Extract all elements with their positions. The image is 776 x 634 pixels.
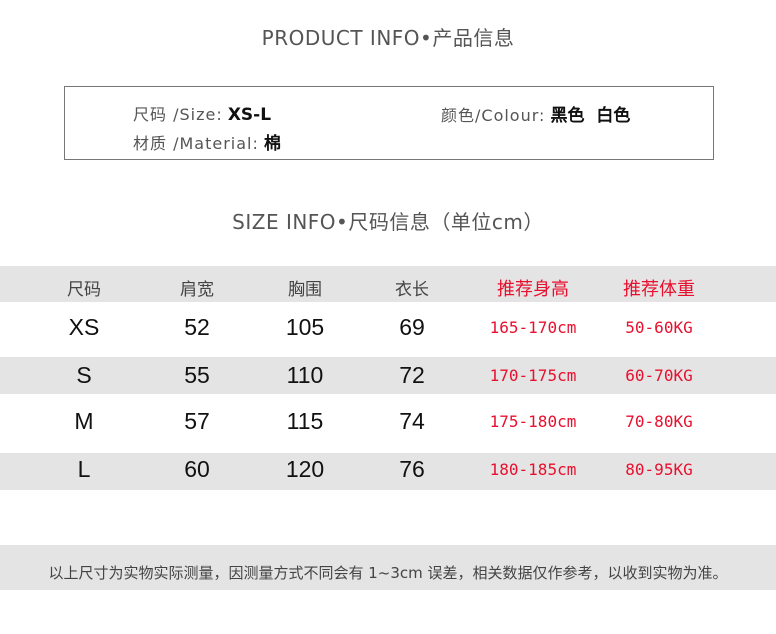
material-value: 棉 xyxy=(263,134,281,154)
table-cell: 70-80KG xyxy=(625,412,693,431)
material-field: 材质 /Material: 棉 xyxy=(133,129,281,154)
table-cell: 170-175cm xyxy=(489,366,577,385)
table-cell: 52 xyxy=(184,314,210,340)
table-cell: 175-180cm xyxy=(489,412,577,431)
size-info-title: SIZE INFO•尺码信息（单位cm） xyxy=(232,210,544,234)
table-cell: 80-95KG xyxy=(625,460,693,479)
colour-field: 颜色/Colour: 黑色 白色 xyxy=(441,101,630,126)
material-label: 材质 /Material: xyxy=(133,134,259,153)
row-band xyxy=(0,453,776,490)
row-band xyxy=(0,357,776,394)
table-cell: 55 xyxy=(184,362,210,388)
product-info-box: 尺码 /Size: XS-L 材质 /Material: 棉 颜色/Colour… xyxy=(64,86,714,160)
table-cell: 165-170cm xyxy=(489,318,577,337)
column-header: 衣长 xyxy=(395,280,429,300)
size-value: XS-L xyxy=(227,105,272,125)
table-cell: 180-185cm xyxy=(489,460,577,479)
table-cell: 76 xyxy=(399,456,425,482)
footer-note: 以上尺寸为实物实际测量，因测量方式不同会有 1~3cm 误差，相关数据仅作参考，… xyxy=(48,564,728,582)
column-header: 推荐体重 xyxy=(623,279,695,300)
table-cell: 110 xyxy=(286,362,324,388)
table-cell: 74 xyxy=(399,408,425,434)
table-cell: 72 xyxy=(399,362,425,388)
colour-label: 颜色/Colour: xyxy=(441,106,546,125)
column-header: 胸围 xyxy=(288,280,322,300)
table-cell: XS xyxy=(68,314,100,340)
column-header: 推荐身高 xyxy=(497,279,569,300)
table-cell: 60 xyxy=(184,456,210,482)
table-cell: 105 xyxy=(285,314,325,340)
table-cell: M xyxy=(74,408,94,434)
size-label: 尺码 /Size: xyxy=(133,105,223,124)
column-header: 肩宽 xyxy=(180,280,214,300)
footer-band xyxy=(0,545,776,590)
table-cell: 69 xyxy=(399,314,425,340)
table-cell: L xyxy=(77,456,91,482)
table-cell: 115 xyxy=(286,408,324,434)
header-band xyxy=(0,266,776,302)
table-cell: 57 xyxy=(184,408,210,434)
table-cell: 50-60KG xyxy=(625,318,693,337)
table-cell: 60-70KG xyxy=(625,366,693,385)
table-cell: S xyxy=(76,362,92,388)
table-cell: 120 xyxy=(285,456,325,482)
product-info-title: PRODUCT INFO•产品信息 xyxy=(261,26,515,50)
column-header: 尺码 xyxy=(67,280,101,300)
colour-value: 黑色 白色 xyxy=(550,106,631,126)
size-field: 尺码 /Size: XS-L xyxy=(133,101,271,125)
